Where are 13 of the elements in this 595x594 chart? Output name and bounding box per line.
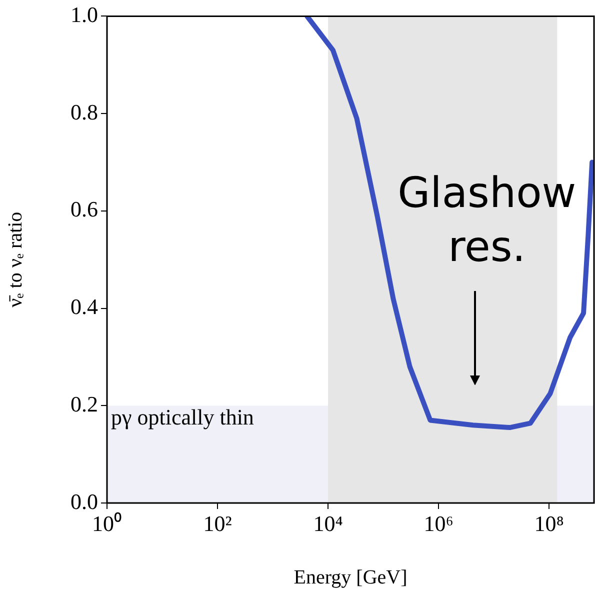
x-axis-title: Energy [GeV]: [294, 566, 408, 588]
x-tick-label: 10⁴: [313, 510, 344, 536]
y-tick-label: 0.4: [70, 294, 98, 320]
y-tick-label: 0.2: [70, 391, 98, 416]
y-tick-label: 0.8: [70, 99, 98, 124]
x-tick-label: 10²: [203, 510, 232, 536]
x-tick-label: 10⁸: [534, 510, 564, 536]
y-tick-label: 1.0: [70, 2, 98, 27]
annotation: Glashow res.: [398, 166, 576, 273]
y-axis-title: ν̄ₑ to νₑ ratio: [4, 212, 26, 308]
band-label: pγ optically thin: [111, 404, 254, 430]
y-tick-label: 0.6: [70, 196, 98, 222]
x-tick-label: 10⁶: [424, 510, 454, 536]
